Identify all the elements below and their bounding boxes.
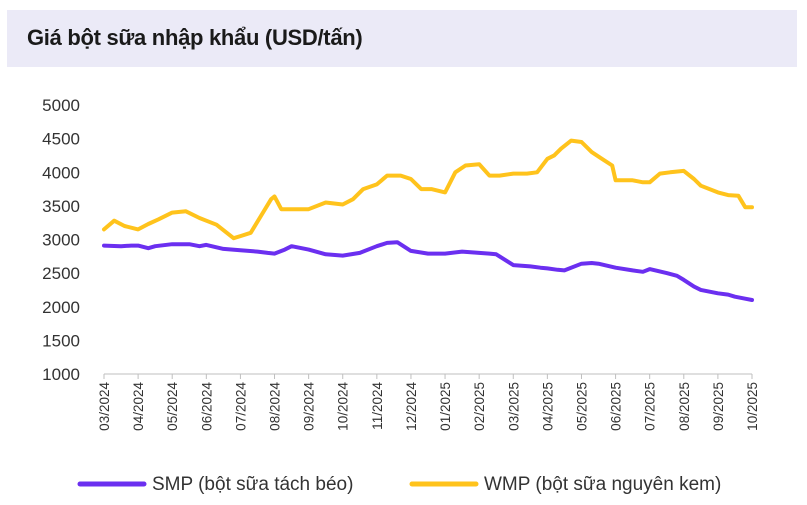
x-tick-label: 06/2024 [199,382,214,431]
x-tick-label: 03/2025 [506,382,521,431]
x-tick-label: 08/2025 [677,382,692,431]
y-tick-label: 5000 [42,96,80,115]
title-bar: Giá bột sữa nhập khẩu (USD/tấn) [7,10,797,67]
legend-label: SMP (bột sữa tách béo) [152,474,353,495]
x-tick-label: 07/2024 [233,382,248,431]
x-tick-label: 08/2024 [268,382,283,431]
x-tick-label: 09/2024 [302,382,317,431]
x-tick-label: 10/2024 [336,382,351,431]
x-tick-label: 04/2025 [540,382,555,431]
series-group [102,138,754,302]
chart-title: Giá bột sữa nhập khẩu (USD/tấn) [27,25,363,50]
y-tick-label: 3000 [42,231,80,250]
y-tick-label: 4000 [42,163,80,182]
y-tick-label: 3500 [42,197,80,216]
y-tick-label: 4500 [42,130,80,149]
x-axis: 03/2024 04/2024 05/2024 06/2024 07/2024 08/20… [97,373,760,431]
y-tick-label: 2500 [42,264,80,283]
x-tick-label: 12/2024 [404,382,419,431]
x-tick-label: 07/2025 [643,382,658,431]
y-tick-label: 1000 [42,365,80,384]
x-tick-label: 02/2025 [472,382,487,431]
x-tick-label: 06/2025 [609,382,624,431]
x-tick-label: 03/2024 [97,382,112,431]
legend: SMP (bột sữa tách béo) WMP (bột sữa nguyê… [77,474,721,495]
x-tick-label: 05/2024 [165,382,180,431]
y-axis: 1000 1500 2000 2500 3000 3500 4000 4500 5000 [42,96,80,384]
y-tick-label: 2000 [42,298,80,317]
series-line-wmp [102,138,754,241]
x-tick-label: 01/2025 [438,382,453,431]
x-tick-label: 04/2024 [131,382,146,431]
x-tick-label: 10/2025 [745,382,760,431]
series-line-smp [102,240,754,302]
y-tick-label: 1500 [42,331,80,350]
legend-label: WMP (bột sữa nguyên kem) [484,474,721,495]
x-tick-label: 05/2025 [574,382,589,431]
x-tick-label: 09/2025 [711,382,726,431]
x-tick-label: 11/2024 [370,382,385,430]
